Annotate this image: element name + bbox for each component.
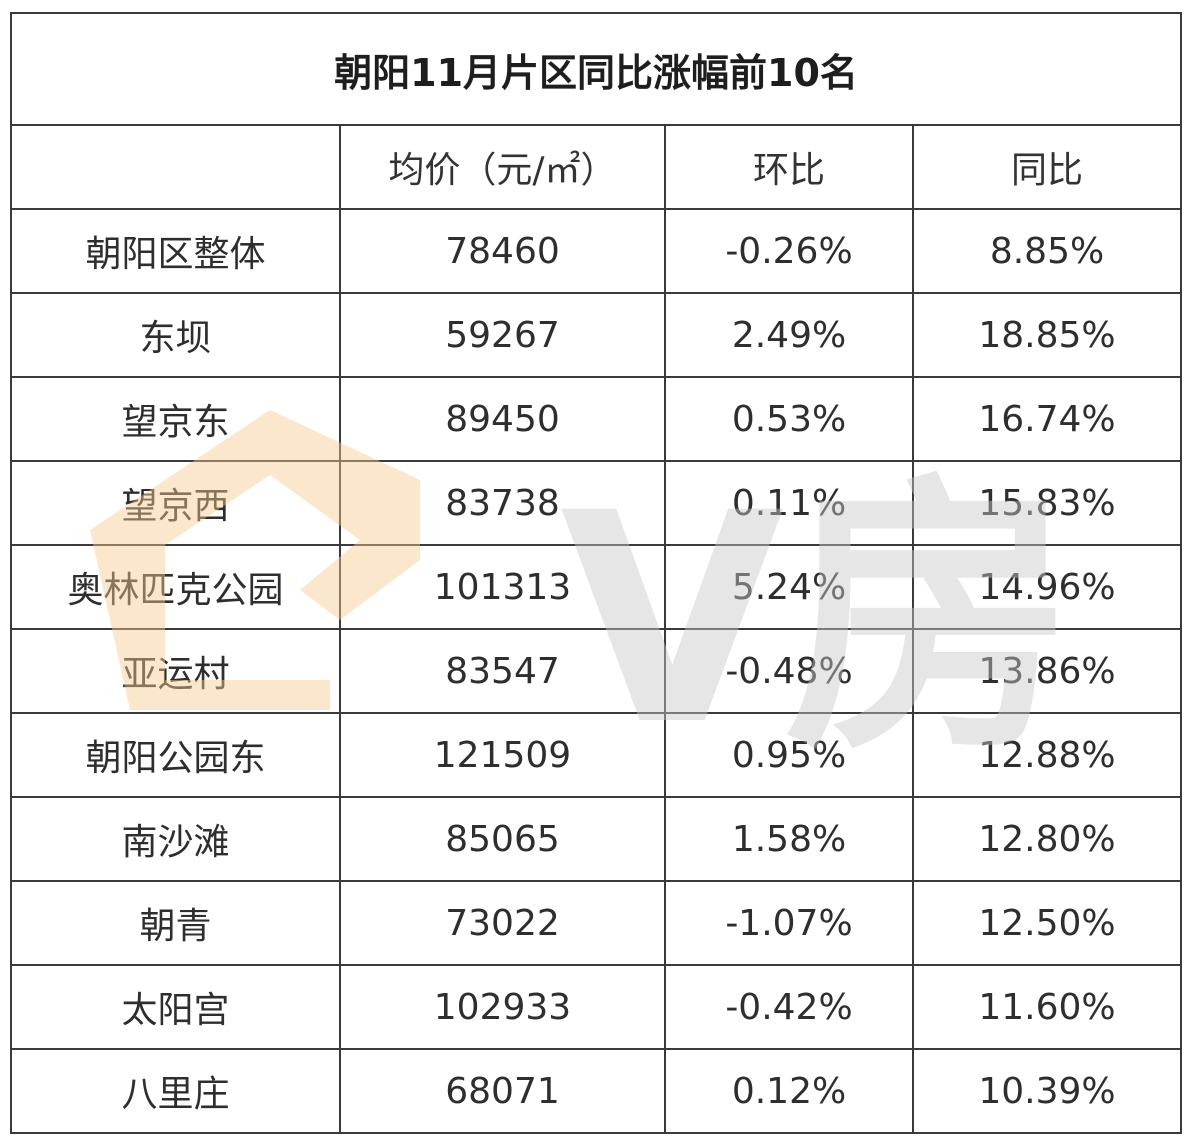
row-mom: 0.53% — [664, 376, 914, 462]
row-mom: -0.48% — [664, 628, 914, 714]
row-name: 望京东 — [10, 376, 341, 462]
table-row: 朝阳区整体 78460 -0.26% 8.85% — [10, 208, 1183, 294]
row-name: 奥林匹克公园 — [10, 544, 341, 630]
row-price: 85065 — [339, 796, 666, 882]
row-yoy: 8.85% — [911, 208, 1183, 294]
header-row: 均价（元/㎡） 环比 同比 — [10, 124, 1183, 210]
row-yoy: 12.50% — [911, 880, 1183, 966]
row-price: 59267 — [339, 292, 666, 378]
table-row: 东坝 59267 2.49% 18.85% — [10, 292, 1183, 378]
row-name: 朝青 — [10, 880, 341, 966]
table-row: 望京东 89450 0.53% 16.74% — [10, 376, 1183, 462]
header-name — [10, 124, 341, 210]
row-price: 83738 — [339, 460, 666, 546]
ranking-table: 朝阳11月片区同比涨幅前10名 均价（元/㎡） 环比 同比 朝阳区整体 78460… — [9, 12, 1183, 1134]
header-yoy: 同比 — [911, 124, 1183, 210]
row-mom: 2.49% — [664, 292, 914, 378]
row-name: 太阳宫 — [10, 964, 341, 1050]
row-price: 73022 — [339, 880, 666, 966]
row-mom: 5.24% — [664, 544, 914, 630]
row-yoy: 10.39% — [911, 1048, 1183, 1134]
row-price: 89450 — [339, 376, 666, 462]
row-yoy: 13.86% — [911, 628, 1183, 714]
table-row: 朝阳公园东 121509 0.95% 12.88% — [10, 712, 1183, 798]
row-price: 102933 — [339, 964, 666, 1050]
row-yoy: 16.74% — [911, 376, 1183, 462]
row-mom: -1.07% — [664, 880, 914, 966]
row-yoy: 15.83% — [911, 460, 1183, 546]
row-price: 68071 — [339, 1048, 666, 1134]
row-price: 101313 — [339, 544, 666, 630]
row-mom: 0.12% — [664, 1048, 914, 1134]
row-yoy: 11.60% — [911, 964, 1183, 1050]
table-title: 朝阳11月片区同比涨幅前10名 — [9, 12, 1183, 126]
row-name: 朝阳区整体 — [10, 208, 341, 294]
row-name: 亚运村 — [10, 628, 341, 714]
row-mom: 0.11% — [664, 460, 914, 546]
row-price: 83547 — [339, 628, 666, 714]
table-row: 望京西 83738 0.11% 15.83% — [10, 460, 1183, 546]
row-mom: 0.95% — [664, 712, 914, 798]
row-name: 朝阳公园东 — [10, 712, 341, 798]
row-yoy: 18.85% — [911, 292, 1183, 378]
row-yoy: 12.88% — [911, 712, 1183, 798]
row-yoy: 12.80% — [911, 796, 1183, 882]
row-mom: -0.26% — [664, 208, 914, 294]
table-row: 太阳宫 102933 -0.42% 11.60% — [10, 964, 1183, 1050]
row-price: 78460 — [339, 208, 666, 294]
table-row: 奥林匹克公园 101313 5.24% 14.96% — [10, 544, 1183, 630]
row-name: 南沙滩 — [10, 796, 341, 882]
table-row: 南沙滩 85065 1.58% 12.80% — [10, 796, 1183, 882]
table-row: 亚运村 83547 -0.48% 13.86% — [10, 628, 1183, 714]
ranking-table-container: 朝阳11月片区同比涨幅前10名 均价（元/㎡） 环比 同比 朝阳区整体 78460… — [9, 12, 1183, 1134]
table-row: 八里庄 68071 0.12% 10.39% — [10, 1048, 1183, 1134]
row-price: 121509 — [339, 712, 666, 798]
row-yoy: 14.96% — [911, 544, 1183, 630]
row-mom: 1.58% — [664, 796, 914, 882]
row-name: 八里庄 — [10, 1048, 341, 1134]
row-name: 东坝 — [10, 292, 341, 378]
header-mom: 环比 — [664, 124, 914, 210]
row-name: 望京西 — [10, 460, 341, 546]
row-mom: -0.42% — [664, 964, 914, 1050]
table-row: 朝青 73022 -1.07% 12.50% — [10, 880, 1183, 966]
header-price: 均价（元/㎡） — [339, 124, 666, 210]
